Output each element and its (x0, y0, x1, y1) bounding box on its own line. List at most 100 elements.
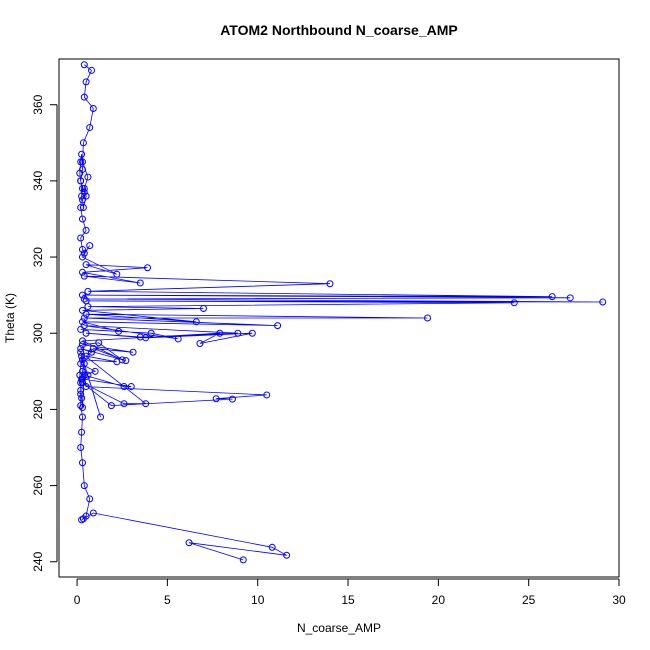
y-tick-label: 320 (31, 247, 45, 267)
data-point (80, 272, 88, 280)
x-tick-label: 5 (164, 593, 171, 607)
data-point (82, 192, 90, 200)
data-point (77, 344, 85, 352)
data-point (263, 391, 271, 399)
data-point (78, 306, 86, 314)
data-point (78, 404, 86, 412)
data-point (80, 322, 88, 330)
data-point (89, 105, 97, 113)
data-point (216, 329, 224, 337)
y-tick-label: 240 (31, 551, 45, 571)
data-point (82, 310, 90, 318)
y-tick-label: 300 (31, 323, 45, 343)
x-tick-label: 15 (341, 593, 355, 607)
data-point (424, 314, 432, 322)
x-tick-label: 30 (612, 593, 626, 607)
x-tick-label: 0 (74, 593, 81, 607)
chart-title: ATOM2 Northbound N_coarse_AMP (220, 22, 458, 38)
data-point (174, 335, 182, 343)
data-point (84, 173, 92, 181)
data-point (82, 383, 90, 391)
data-point (78, 516, 86, 524)
data-point (78, 375, 86, 383)
data-point (326, 280, 334, 288)
data-point (80, 295, 88, 303)
data-point (82, 352, 90, 360)
data-point (88, 66, 96, 74)
data-point (142, 400, 150, 408)
data-point (78, 352, 86, 360)
data-point (268, 543, 276, 551)
data-point (79, 139, 87, 147)
data-point (510, 299, 518, 307)
data-point (78, 253, 86, 261)
data-point (82, 261, 90, 269)
data-point (80, 314, 88, 322)
data-point (78, 356, 86, 364)
data-point (78, 245, 86, 253)
data-point (80, 188, 88, 196)
data-point (78, 291, 86, 299)
data-point (77, 348, 85, 356)
plot-frame (58, 58, 620, 578)
data-point (78, 196, 86, 204)
data-point (77, 360, 85, 368)
y-tick-label: 340 (31, 171, 45, 191)
data-point (88, 348, 96, 356)
data-point (136, 279, 144, 287)
data-point (95, 339, 103, 347)
data-point (77, 390, 85, 398)
data-point (115, 327, 123, 335)
data-point (89, 509, 97, 517)
data-point (78, 150, 86, 158)
y-axis: 240 260 280 300 320 340 360 (31, 94, 58, 572)
x-axis-label: N_coarse_AMP (297, 621, 381, 635)
data-point (78, 341, 86, 349)
data-point (80, 61, 88, 69)
data-point (239, 556, 247, 564)
data-point (274, 322, 282, 330)
data-point (77, 204, 85, 212)
data-point (77, 386, 85, 394)
data-point (80, 482, 88, 490)
data-point (212, 395, 220, 403)
data-point (86, 124, 94, 132)
data-point (107, 402, 115, 410)
data-point (77, 158, 85, 166)
data-point (78, 165, 86, 173)
data-point (129, 348, 137, 356)
data-point (80, 360, 88, 368)
data-point (80, 249, 88, 257)
data-point (142, 334, 150, 342)
data-point (78, 337, 86, 345)
data-point (86, 495, 94, 503)
series-line (79, 64, 603, 561)
data-point (136, 333, 144, 341)
y-axis-label: Theta (K) (3, 293, 17, 343)
data-point (78, 428, 86, 436)
data-point (185, 539, 193, 547)
data-point (283, 551, 291, 559)
x-tick-label: 25 (522, 593, 536, 607)
data-point (82, 297, 90, 305)
data-point (77, 444, 85, 451)
data-point (84, 287, 92, 295)
data-point (120, 383, 128, 391)
data-point (82, 226, 90, 234)
data-point (248, 329, 256, 337)
data-point (548, 293, 556, 301)
data-point (79, 204, 87, 212)
data-point (147, 329, 155, 337)
data-point (77, 234, 85, 242)
data-point (77, 379, 85, 387)
data-point (78, 158, 86, 166)
y-tick-label: 280 (31, 399, 45, 419)
data-point (200, 304, 208, 312)
data-point (113, 270, 121, 278)
data-point (82, 78, 90, 86)
data-point (78, 413, 86, 421)
data-point (77, 402, 85, 410)
data-point (228, 395, 236, 403)
data-point (599, 298, 607, 306)
